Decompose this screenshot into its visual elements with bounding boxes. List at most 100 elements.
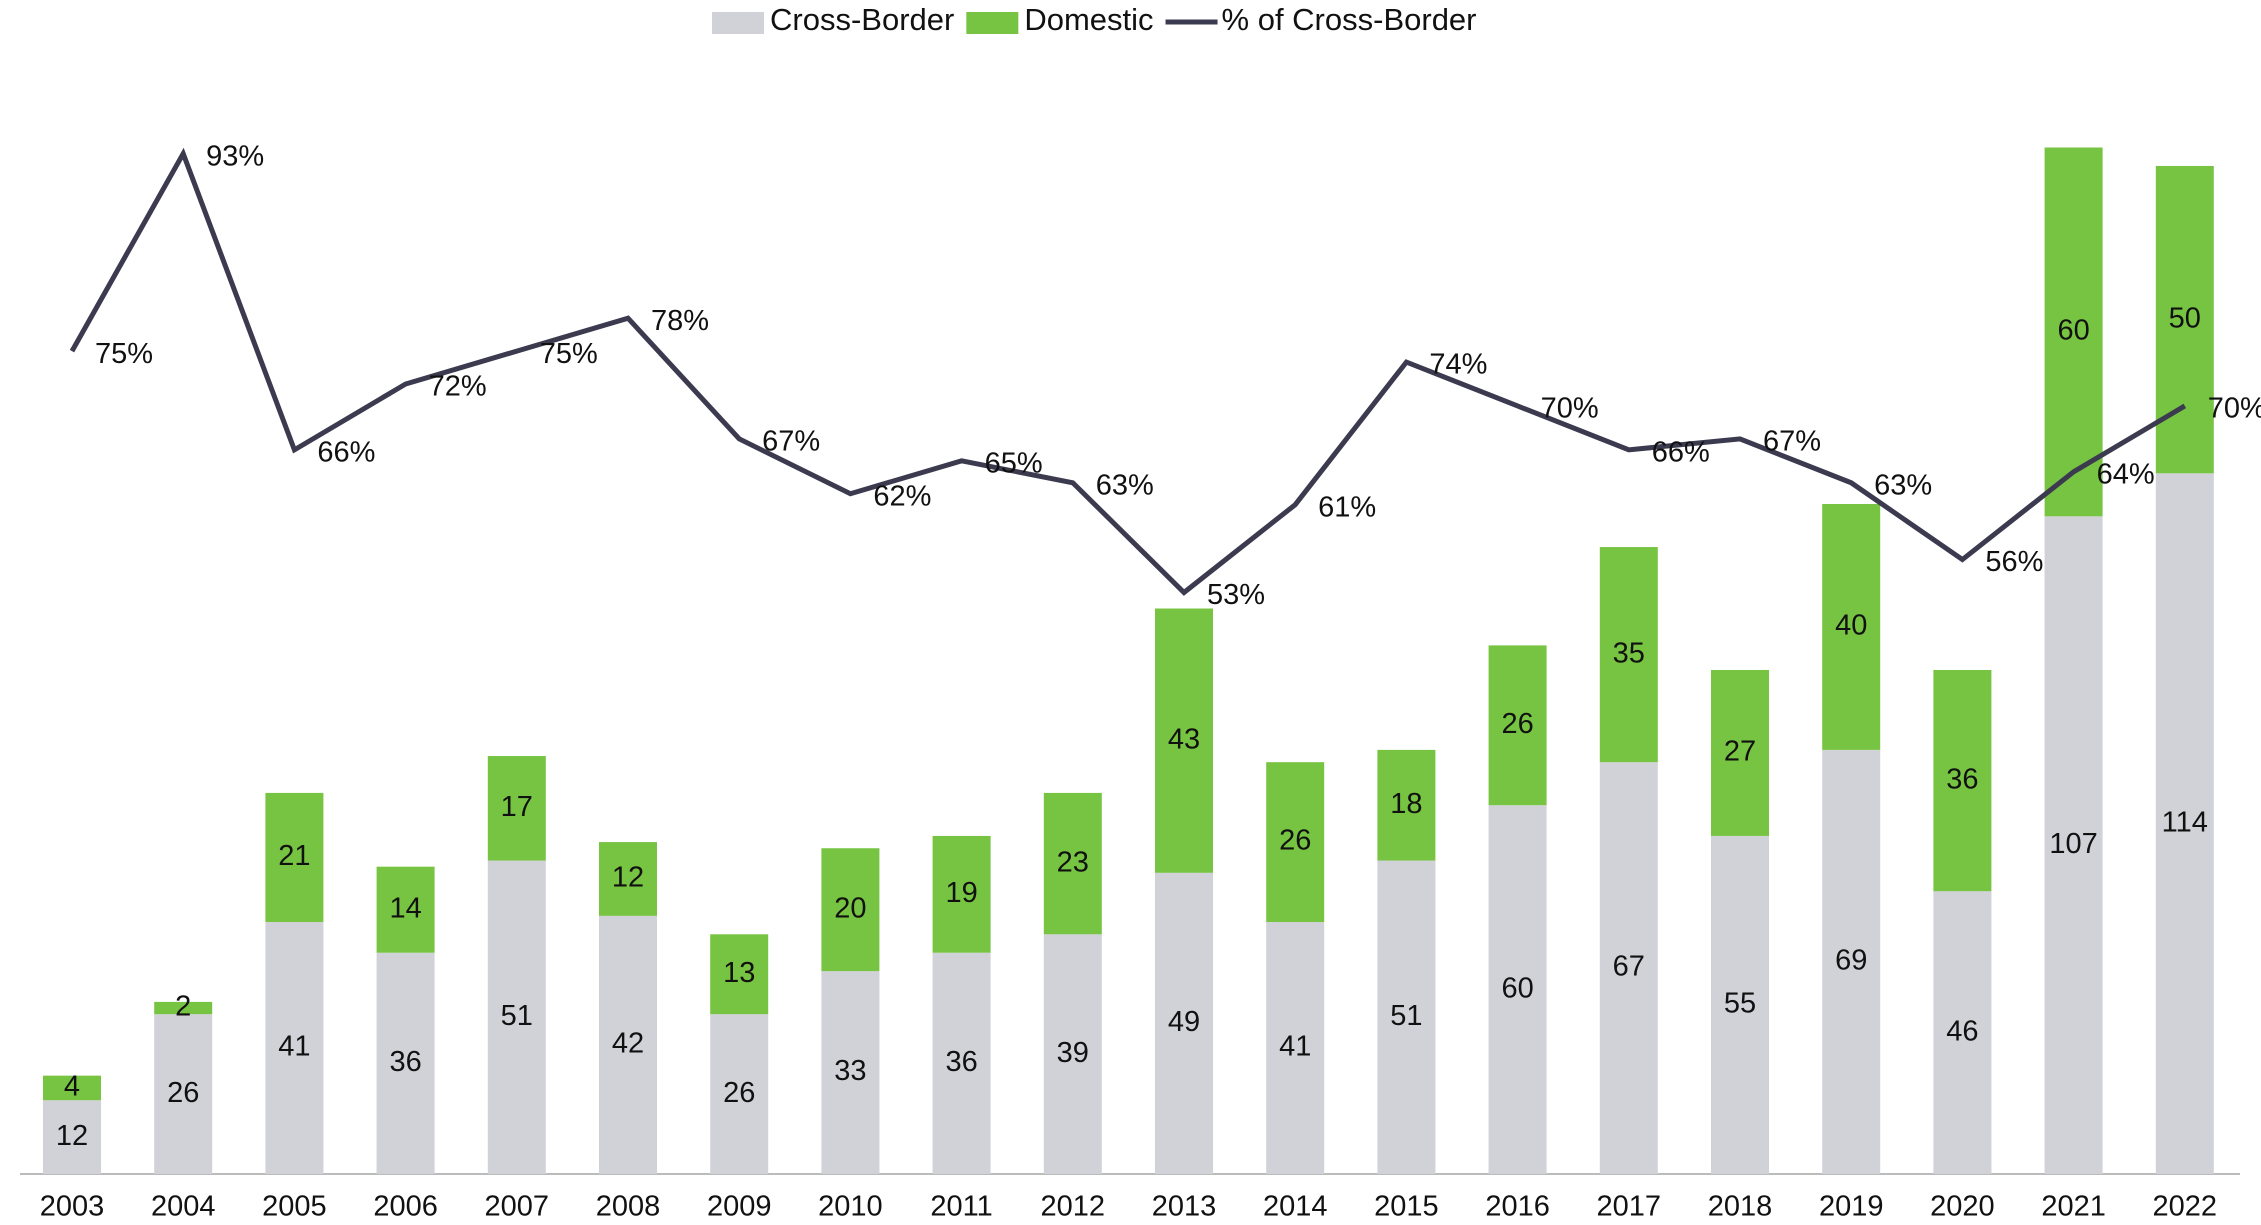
line-value-label: 53%	[1207, 579, 1265, 611]
bar-segment	[1711, 835, 1769, 1174]
bar-segment	[1599, 762, 1658, 1174]
bar-value-label: 18	[1390, 788, 1422, 820]
bar-value-label: 51	[501, 1000, 533, 1032]
bar-segment	[2155, 165, 2214, 474]
bar-segment	[710, 934, 769, 1015]
bar-segment	[487, 860, 546, 1174]
x-tick-label: 2018	[1708, 1191, 1773, 1223]
bar-value-label: 43	[1168, 723, 1200, 755]
bar-value-label: 12	[612, 862, 644, 894]
legend-text: % of Cross-Border	[1222, 2, 1477, 37]
line-value-label: 72%	[429, 371, 487, 403]
line-value-label: 65%	[985, 447, 1043, 479]
bar-value-label: 27	[1724, 736, 1756, 768]
bar-segment	[43, 1100, 101, 1174]
bar-value-label: 4	[64, 1071, 80, 1103]
bar-segment	[1822, 749, 1881, 1174]
legend-text: Domestic	[1024, 2, 1153, 37]
bar-value-label: 36	[389, 1046, 421, 1078]
bar-segment	[932, 835, 991, 953]
bar-segment	[1822, 504, 1881, 750]
bar-segment	[710, 1014, 769, 1174]
bar-segment	[376, 952, 435, 1174]
line-value-label: 63%	[1874, 469, 1932, 501]
bar-value-label: 21	[278, 840, 310, 872]
line-value-label: 61%	[1318, 491, 1376, 523]
bar-value-label: 36	[1946, 763, 1978, 795]
line-value-label: 75%	[95, 338, 153, 370]
bar-value-label: 49	[1168, 1006, 1200, 1038]
line-value-label: 70%	[2208, 393, 2261, 425]
x-tick-label: 2004	[151, 1191, 216, 1223]
line-value-label: 66%	[317, 437, 375, 469]
bar-value-label: 12	[56, 1120, 88, 1152]
bar-segment	[1043, 792, 1102, 935]
x-tick-label: 2017	[1597, 1191, 1662, 1223]
bar-segment	[932, 952, 991, 1174]
bar-segment	[821, 848, 880, 972]
bar-segment	[1377, 860, 1436, 1174]
x-tick-label: 2008	[596, 1191, 661, 1223]
bar-value-label: 42	[612, 1028, 644, 1060]
x-tick-label: 2009	[707, 1191, 772, 1223]
bar-value-label: 26	[167, 1077, 199, 1109]
bar-value-label: 20	[834, 892, 866, 924]
bar-segment	[1043, 934, 1102, 1174]
line-value-label: 67%	[762, 426, 820, 458]
bar-value-label: 23	[1057, 846, 1089, 878]
bar-value-label: 51	[1390, 1000, 1422, 1032]
bar-value-label: 19	[945, 877, 977, 909]
line-series	[69, 147, 2187, 596]
line-value-label: 67%	[1763, 426, 1821, 458]
bar-segment	[265, 792, 324, 922]
bar-segment	[1488, 805, 1547, 1174]
bar-value-label: 67	[1613, 951, 1645, 983]
legend-swatch	[712, 12, 764, 34]
x-tick-label: 2015	[1374, 1191, 1439, 1223]
x-tick-label: 2021	[2041, 1191, 2106, 1223]
bar-value-label: 33	[834, 1055, 866, 1087]
bar-segment	[1266, 762, 1325, 922]
x-tick-label: 2007	[485, 1191, 550, 1223]
bar-value-label: 41	[1279, 1031, 1311, 1063]
bar-value-label: 41	[278, 1031, 310, 1063]
line-value-label: 75%	[540, 338, 598, 370]
bar-segment	[599, 915, 657, 1174]
line-value-label: 62%	[873, 480, 931, 512]
line-value-label: 64%	[2097, 458, 2155, 490]
bar-segment	[1377, 749, 1436, 861]
x-tick-label: 2022	[2153, 1191, 2218, 1223]
bar-segment	[2044, 516, 2103, 1174]
bar-segment	[43, 1075, 101, 1101]
bar-segment	[265, 921, 324, 1174]
x-tick-label: 2011	[930, 1191, 992, 1223]
bar-segment	[821, 971, 880, 1174]
line-value-label: 78%	[651, 305, 709, 337]
bar-value-label: 46	[1946, 1015, 1978, 1047]
x-tick-label: 2012	[1041, 1191, 1106, 1223]
bar-value-label: 107	[2049, 828, 2097, 860]
bar-value-label: 55	[1724, 988, 1756, 1020]
bar-value-label: 14	[389, 892, 421, 924]
x-tick-label: 2019	[1819, 1191, 1884, 1223]
bar-value-label: 114	[2162, 806, 2208, 838]
bar-value-label: 36	[945, 1046, 977, 1078]
bar-segment	[599, 842, 657, 916]
bar-segment	[1599, 547, 1658, 763]
bar-value-label: 26	[723, 1077, 755, 1109]
bar-value-label: 2	[175, 991, 191, 1023]
bar-value-label: 60	[1501, 972, 1533, 1004]
line-value-label: 70%	[1541, 393, 1599, 425]
x-tick-label: 2010	[818, 1191, 883, 1223]
bar-value-label: 40	[1835, 610, 1867, 642]
bar-segment	[2044, 147, 2103, 517]
bar-segment	[154, 1014, 213, 1174]
bar-value-label: 39	[1057, 1037, 1089, 1069]
bar-value-label: 50	[2169, 302, 2201, 334]
legend-text: Cross-Border	[770, 2, 954, 37]
bar-value-label: 26	[1501, 708, 1533, 740]
bar-value-label: 17	[501, 791, 533, 823]
bar-segment	[1155, 872, 1213, 1174]
bar-segment	[376, 866, 435, 953]
